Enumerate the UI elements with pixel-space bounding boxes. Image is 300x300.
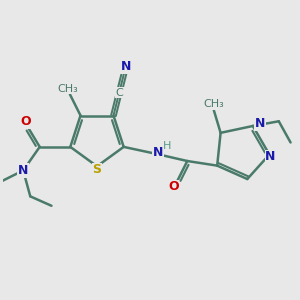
Text: N: N (121, 61, 131, 74)
Text: N: N (265, 150, 276, 164)
Text: N: N (255, 117, 265, 130)
Text: CH₃: CH₃ (57, 84, 78, 94)
Text: N: N (18, 164, 28, 177)
Text: C: C (115, 88, 123, 98)
Text: CH₃: CH₃ (203, 99, 224, 110)
Text: S: S (92, 163, 101, 176)
Text: H: H (163, 141, 171, 151)
Text: O: O (20, 116, 31, 128)
Text: N: N (153, 146, 163, 159)
Text: O: O (168, 180, 178, 193)
